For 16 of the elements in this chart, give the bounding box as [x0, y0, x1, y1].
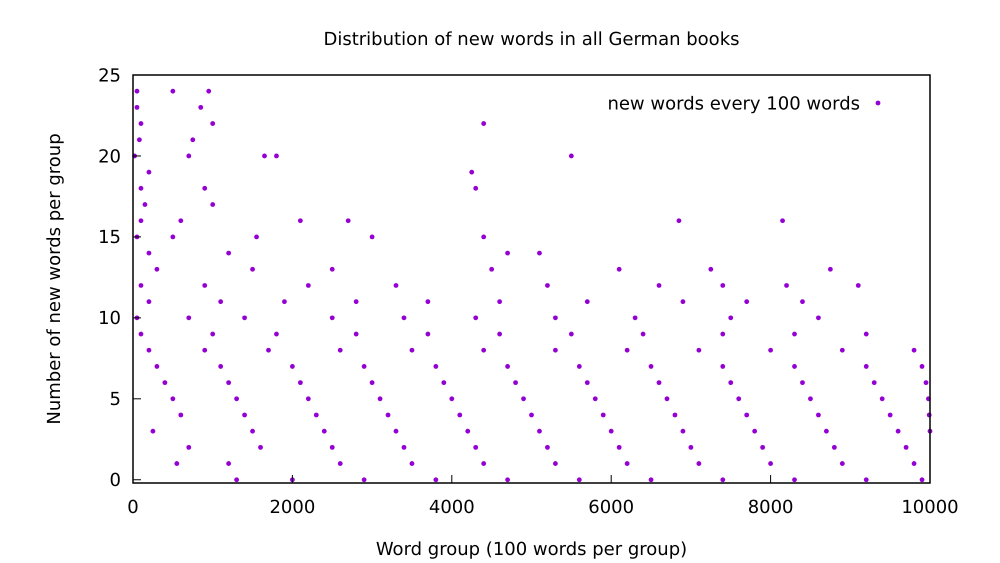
x-tick-label: 2000 — [269, 497, 316, 518]
y-tick-label: 15 — [98, 227, 121, 248]
y-tick-label: 20 — [98, 146, 121, 168]
x-tick-label: 10000 — [901, 497, 959, 518]
y-tick-label: 0 — [110, 470, 121, 492]
y-tick-label: 25 — [98, 65, 121, 86]
legend-label: new words every 100 words — [607, 93, 860, 114]
x-tick-label: 4000 — [428, 497, 475, 518]
y-tick-label: 5 — [110, 389, 121, 410]
x-tick-label: 8000 — [748, 497, 794, 518]
y-tick-label: 10 — [98, 308, 121, 330]
y-axis-title: Number of new words per group — [44, 133, 65, 425]
x-axis-title: Word group (100 words per group) — [376, 539, 688, 560]
x-tick-label: 0 — [127, 497, 139, 518]
x-tick-label: 6000 — [588, 497, 634, 518]
chart-title: Distribution of new words in all German books — [323, 29, 740, 50]
